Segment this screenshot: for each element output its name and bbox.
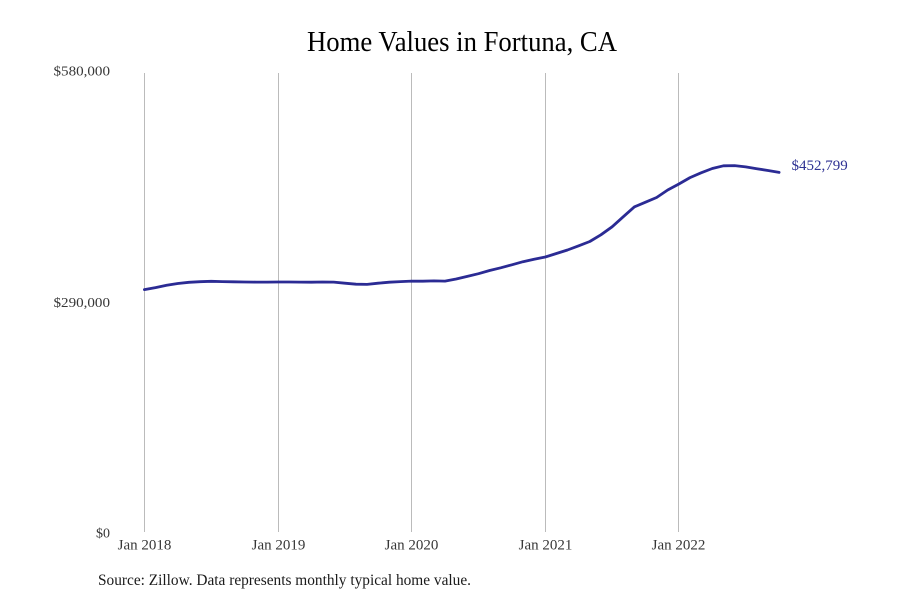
svg-text:$580,000: $580,000 [54,65,111,80]
svg-text:Home Values in Fortuna, CA: Home Values in Fortuna, CA [307,26,617,58]
svg-text:$452,799: $452,799 [792,158,848,174]
svg-text:Jan 2022: Jan 2022 [652,538,706,554]
svg-text:Source: Zillow. Data represent: Source: Zillow. Data represents monthly … [98,572,471,589]
svg-text:$0: $0 [96,527,110,542]
svg-text:Jan 2021: Jan 2021 [519,538,573,554]
svg-text:Jan 2019: Jan 2019 [252,538,306,554]
svg-text:Jan 2018: Jan 2018 [118,538,172,554]
svg-text:Jan 2020: Jan 2020 [385,538,439,554]
svg-text:$290,000: $290,000 [54,296,111,311]
